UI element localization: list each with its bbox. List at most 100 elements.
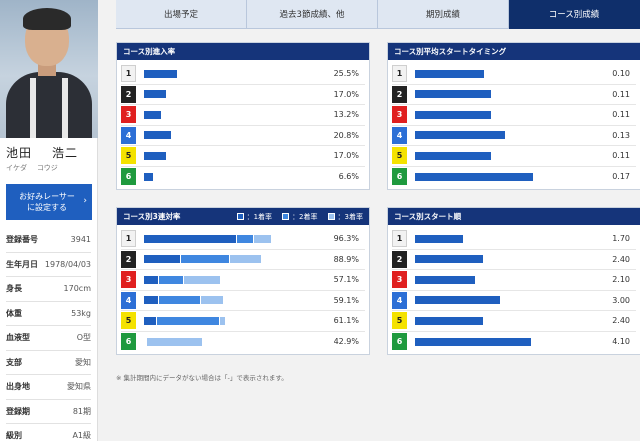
value-label: 0.11 bbox=[612, 110, 630, 120]
value-label: 25.5% bbox=[333, 69, 359, 79]
bar bbox=[415, 337, 532, 346]
info-key: 登録期 bbox=[6, 406, 30, 416]
bar bbox=[144, 172, 153, 181]
table-row: 4 0.13 bbox=[392, 126, 636, 146]
legend-first: ：1着率 bbox=[236, 212, 272, 222]
table-row: 3 57.1% bbox=[121, 270, 365, 291]
panel-top3-rate: コース別3連対率 ：1着率 ：2着率 ：3着率 1 96.3% 2 88.9% 3 57.… bbox=[116, 207, 370, 355]
info-row: 生年月日 1978/04/03 bbox=[6, 253, 91, 277]
bar bbox=[144, 151, 166, 160]
legend-second: ：2着率 bbox=[282, 212, 318, 222]
bar bbox=[415, 234, 464, 243]
table-row: 6 4.10 bbox=[392, 332, 636, 353]
lane-badge: 1 bbox=[392, 65, 407, 83]
info-row: 支部 愛知 bbox=[6, 351, 91, 375]
bar-second bbox=[156, 316, 219, 325]
table-row: 2 17.0% bbox=[121, 85, 365, 105]
value-label: 2.10 bbox=[612, 275, 630, 285]
info-key: 血液型 bbox=[6, 333, 30, 343]
info-row: 出身地 愛知県 bbox=[6, 375, 91, 400]
bar-track bbox=[415, 275, 557, 284]
value-label: 59.1% bbox=[333, 295, 359, 305]
bar-track bbox=[144, 90, 286, 99]
table-row: 5 61.1% bbox=[121, 311, 365, 332]
info-key: 身長 bbox=[6, 284, 22, 294]
value-label: 6.6% bbox=[338, 172, 359, 182]
lane-badge: 6 bbox=[392, 168, 407, 186]
info-row: 体重 53kg bbox=[6, 302, 91, 326]
value-label: 17.0% bbox=[333, 151, 359, 161]
value-label: 20.8% bbox=[333, 130, 359, 140]
bar-track bbox=[144, 275, 286, 284]
tab-3[interactable]: コース別成績 bbox=[509, 0, 640, 29]
table-row: 6 6.6% bbox=[121, 167, 365, 188]
bar-track bbox=[415, 131, 557, 140]
bar-third bbox=[200, 296, 223, 305]
lane-badge: 2 bbox=[392, 250, 407, 268]
table-row: 1 0.10 bbox=[392, 64, 636, 85]
panel-title: コース別3連対率 bbox=[123, 212, 181, 221]
table-row: 3 13.2% bbox=[121, 105, 365, 126]
racer-name-kana: イケダ コウジ bbox=[6, 164, 58, 172]
bar-third bbox=[220, 316, 226, 325]
table-row: 4 59.1% bbox=[121, 291, 365, 311]
value-label: 61.1% bbox=[333, 316, 359, 326]
value-label: 1.70 bbox=[612, 234, 630, 244]
info-value: 3941 bbox=[70, 235, 91, 245]
bar bbox=[415, 110, 492, 119]
tab-2[interactable]: 期別成績 bbox=[378, 0, 509, 29]
bar bbox=[415, 275, 475, 284]
info-row: 登録期 81期 bbox=[6, 400, 91, 424]
lane-badge: 5 bbox=[121, 312, 136, 330]
bar bbox=[415, 69, 485, 78]
lane-badge: 5 bbox=[392, 312, 407, 330]
bar-first bbox=[144, 234, 236, 243]
table-row: 2 2.40 bbox=[392, 250, 636, 270]
table-row: 5 17.0% bbox=[121, 146, 365, 167]
value-label: 13.2% bbox=[333, 110, 359, 120]
bar-track bbox=[415, 172, 557, 181]
table-row: 3 0.11 bbox=[392, 105, 636, 126]
bar-track bbox=[144, 110, 286, 119]
bar-third bbox=[146, 337, 202, 346]
lane-badge: 3 bbox=[392, 271, 407, 289]
bar bbox=[415, 255, 484, 264]
bar-track bbox=[415, 337, 557, 346]
bar-track bbox=[415, 234, 557, 243]
tab-1[interactable]: 過去3節成績、他 bbox=[247, 0, 378, 29]
legend: ：1着率 ：2着率 ：3着率 bbox=[236, 208, 363, 225]
lane-badge: 4 bbox=[392, 291, 407, 309]
bar-second bbox=[181, 255, 230, 264]
table-row: 1 96.3% bbox=[121, 229, 365, 250]
table-row: 3 2.10 bbox=[392, 270, 636, 291]
lane-badge: 2 bbox=[121, 250, 136, 268]
bar-track bbox=[144, 337, 286, 346]
value-label: 0.17 bbox=[612, 172, 630, 182]
tab-0[interactable]: 出場予定 bbox=[116, 0, 247, 29]
table-row: 2 0.11 bbox=[392, 85, 636, 105]
bar bbox=[415, 296, 501, 305]
panel-title: コース別スタート順 bbox=[388, 208, 640, 225]
bar-track bbox=[144, 296, 286, 305]
info-value: O型 bbox=[76, 333, 91, 343]
table-row: 1 1.70 bbox=[392, 229, 636, 250]
table-row: 2 88.9% bbox=[121, 250, 365, 270]
lane-badge: 6 bbox=[392, 333, 407, 351]
table-row: 4 20.8% bbox=[121, 126, 365, 146]
lane-badge: 6 bbox=[121, 333, 136, 351]
lane-badge: 4 bbox=[392, 126, 407, 144]
info-key: 出身地 bbox=[6, 382, 30, 392]
bar-first bbox=[144, 296, 159, 305]
bar-first bbox=[144, 275, 159, 284]
info-value: 81期 bbox=[72, 406, 91, 416]
footnote: ※ 集計期間内にデータがない場合は「-」で表示されます。 bbox=[116, 374, 288, 382]
table-row: 5 2.40 bbox=[392, 311, 636, 332]
favorite-racer-button[interactable]: お好みレーサーに設定する › bbox=[6, 184, 92, 220]
info-value: 愛知 bbox=[75, 357, 91, 367]
bar-track bbox=[415, 151, 557, 160]
lane-badge: 2 bbox=[121, 85, 136, 103]
info-key: 生年月日 bbox=[6, 259, 38, 269]
legend-third: ：3着率 bbox=[327, 212, 363, 222]
bar bbox=[415, 172, 533, 181]
bar-track bbox=[144, 151, 286, 160]
